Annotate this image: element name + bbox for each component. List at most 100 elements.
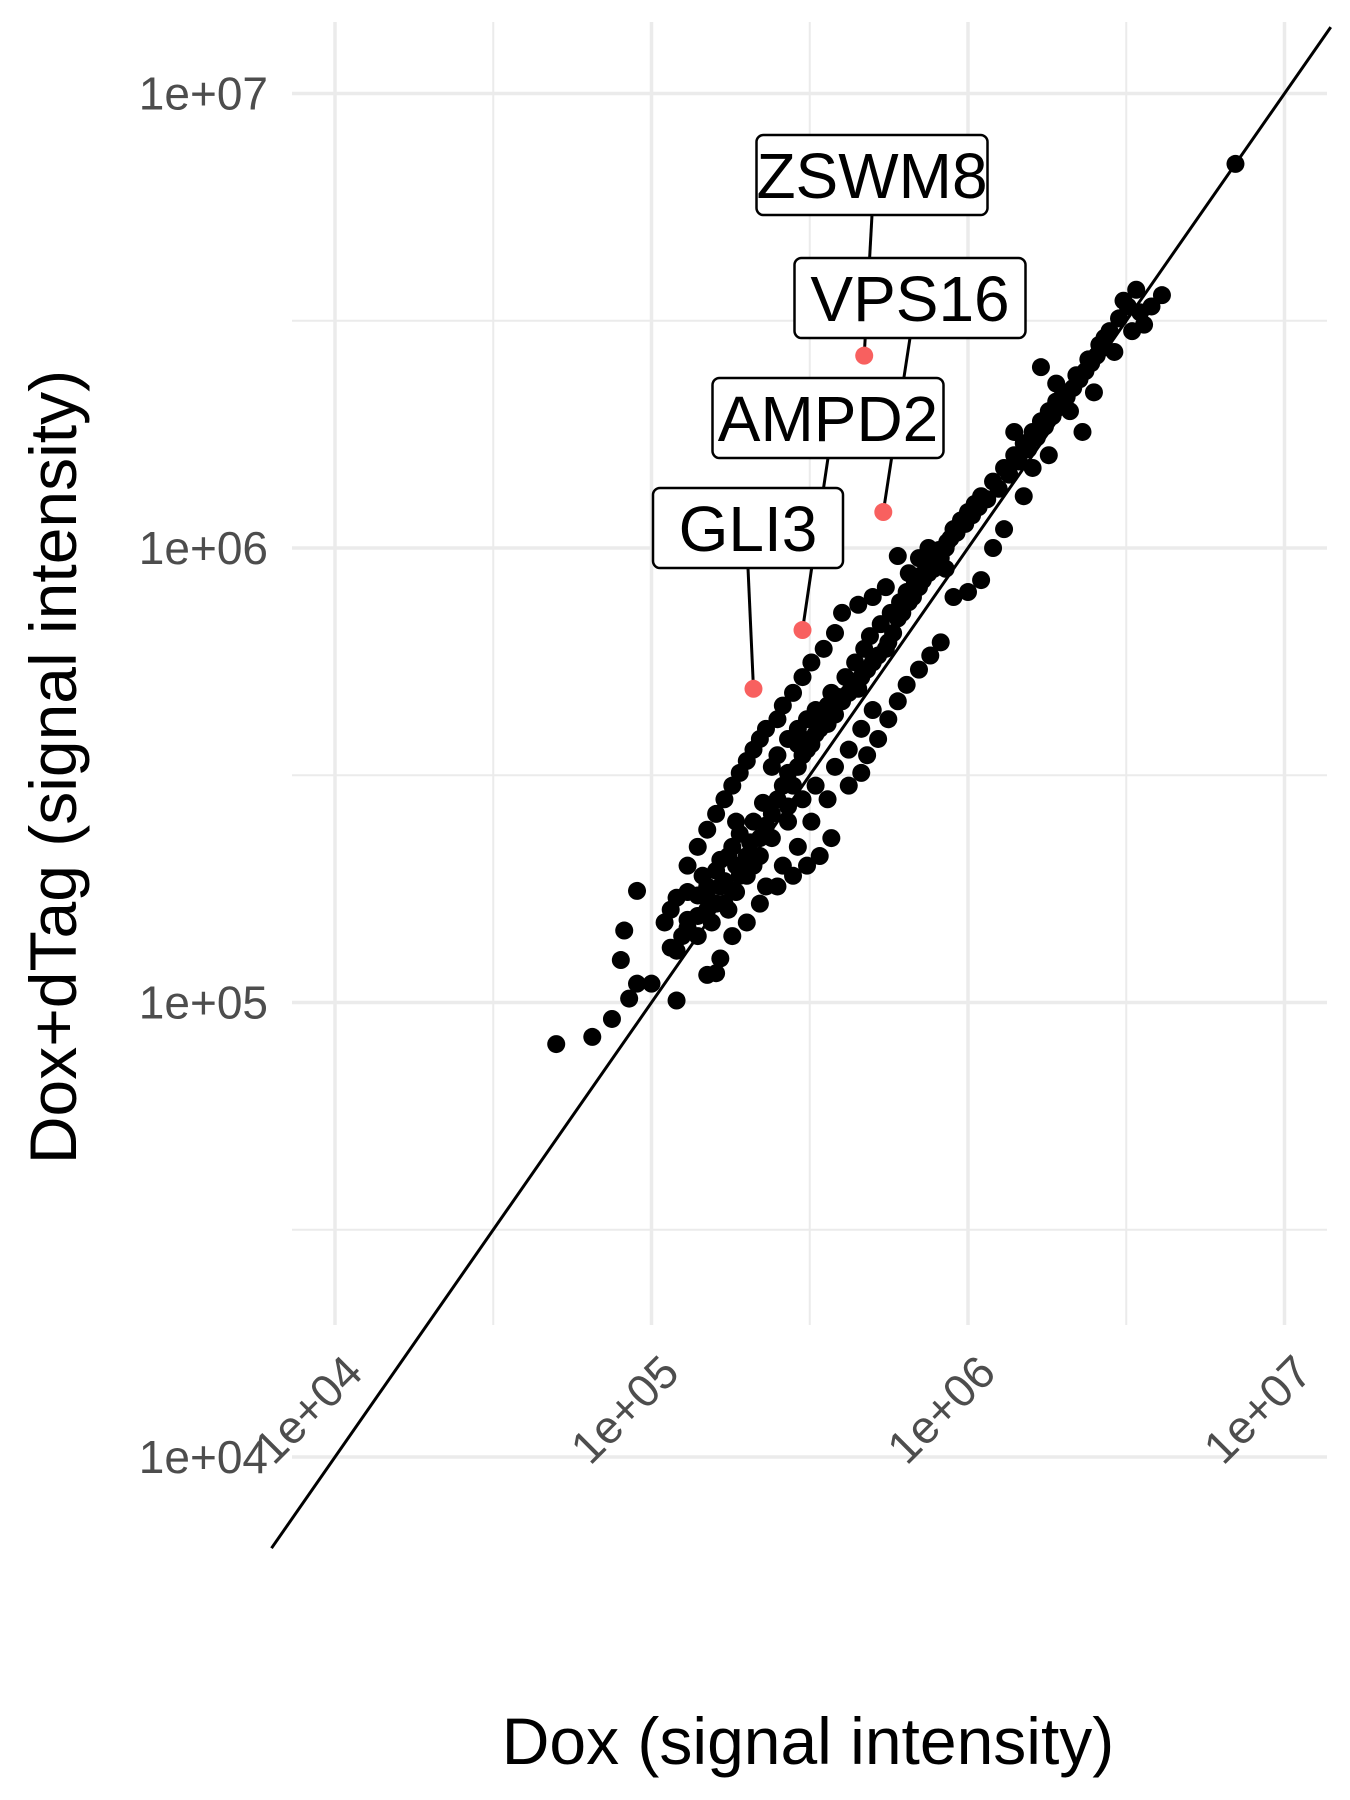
data-point bbox=[1152, 286, 1171, 305]
data-point bbox=[688, 927, 707, 946]
data-point bbox=[959, 583, 977, 602]
data-point bbox=[860, 627, 879, 646]
data-point bbox=[773, 696, 792, 715]
data-points bbox=[547, 154, 1245, 1054]
y-tick-label: 1e+06 bbox=[139, 522, 268, 574]
data-point bbox=[798, 856, 817, 875]
data-point bbox=[793, 668, 812, 687]
data-point bbox=[628, 974, 647, 993]
data-point bbox=[1023, 458, 1042, 477]
data-point bbox=[879, 710, 898, 729]
data-point bbox=[762, 829, 781, 848]
x-tick-label: 1e+04 bbox=[244, 1345, 372, 1473]
data-point bbox=[826, 624, 845, 643]
data-point bbox=[779, 812, 798, 831]
data-point bbox=[836, 668, 855, 687]
y-tick-label: 1e+04 bbox=[139, 1431, 268, 1483]
data-point bbox=[897, 675, 916, 694]
data-point bbox=[852, 763, 871, 782]
data-point bbox=[888, 547, 907, 566]
data-point bbox=[667, 991, 686, 1010]
data-point bbox=[711, 949, 730, 968]
data-point bbox=[788, 837, 807, 856]
x-tick-label: 1e+07 bbox=[1193, 1345, 1321, 1473]
highlighted-point-gli3 bbox=[744, 679, 763, 698]
data-point bbox=[678, 883, 697, 902]
data-point bbox=[818, 790, 837, 809]
data-point bbox=[888, 692, 907, 711]
x-axis-title: Dox (signal intensity) bbox=[502, 1704, 1115, 1778]
highlighted-point-vps16 bbox=[874, 503, 893, 522]
data-point bbox=[793, 790, 812, 809]
data-point bbox=[846, 653, 865, 672]
data-point bbox=[628, 881, 647, 900]
data-point bbox=[1135, 315, 1154, 334]
data-point bbox=[1127, 280, 1146, 299]
data-point bbox=[737, 913, 756, 932]
data-point bbox=[1226, 154, 1245, 173]
data-point bbox=[1142, 297, 1161, 316]
data-point bbox=[936, 559, 955, 578]
x-tick-labels: 1e+04 1e+05 1e+06 1e+07 bbox=[244, 1345, 1322, 1473]
data-point bbox=[693, 866, 712, 885]
label-box-gli3 bbox=[651, 486, 845, 570]
data-point bbox=[667, 941, 686, 960]
data-point bbox=[921, 646, 940, 665]
data-point bbox=[620, 989, 639, 1008]
x-tick-label: 1e+06 bbox=[877, 1345, 1005, 1473]
data-point bbox=[688, 837, 707, 856]
gene-label-vps16: VPS16 bbox=[810, 263, 1009, 335]
data-point bbox=[1014, 487, 1033, 506]
data-point bbox=[583, 1027, 602, 1046]
data-point bbox=[839, 740, 858, 759]
data-point bbox=[822, 683, 841, 702]
highlighted-point-ampd2 bbox=[793, 621, 812, 640]
data-point bbox=[779, 797, 798, 816]
data-point bbox=[944, 588, 963, 607]
data-point bbox=[1005, 422, 1024, 441]
label-connector-gli3 bbox=[746, 567, 755, 689]
gene-label-gli3: GLI3 bbox=[679, 493, 818, 565]
gene-label-ampd2: AMPD2 bbox=[718, 383, 939, 455]
data-point bbox=[727, 812, 746, 831]
y-tick-label: 1e+07 bbox=[139, 68, 268, 120]
highlighted-points: ZSWM8 VPS16 AMPD2 GLI3 bbox=[651, 133, 1027, 698]
data-point bbox=[1039, 446, 1058, 465]
data-point bbox=[615, 921, 634, 940]
data-point bbox=[978, 490, 997, 509]
data-point bbox=[931, 633, 950, 652]
data-point bbox=[1000, 465, 1019, 484]
data-point bbox=[642, 974, 661, 993]
data-point bbox=[802, 812, 821, 831]
data-point bbox=[678, 856, 697, 875]
data-point bbox=[737, 847, 756, 866]
data-point bbox=[839, 776, 858, 795]
data-point bbox=[753, 793, 772, 812]
data-point bbox=[826, 757, 845, 776]
data-point bbox=[602, 1009, 621, 1028]
data-point bbox=[814, 639, 833, 658]
data-point bbox=[858, 746, 877, 765]
data-point bbox=[723, 837, 742, 856]
data-point bbox=[806, 776, 825, 795]
data-point bbox=[852, 719, 871, 738]
data-point bbox=[989, 479, 1008, 498]
y-tick-labels: 1e+04 1e+05 1e+06 1e+07 bbox=[139, 68, 268, 1484]
data-point bbox=[1031, 358, 1050, 377]
data-point bbox=[698, 820, 717, 839]
highlighted-point-zswm8 bbox=[855, 346, 874, 365]
data-point bbox=[1092, 339, 1111, 358]
data-point bbox=[806, 701, 825, 720]
y-axis-title: Dox+dTag (signal intensity) bbox=[16, 370, 90, 1164]
data-point bbox=[784, 866, 803, 885]
y-tick-label: 1e+05 bbox=[139, 977, 268, 1029]
data-point bbox=[779, 763, 798, 782]
x-tick-label: 1e+05 bbox=[560, 1345, 688, 1473]
data-point bbox=[768, 746, 787, 765]
label-box-vps16 bbox=[793, 256, 1027, 340]
data-point bbox=[822, 829, 841, 848]
data-point bbox=[768, 877, 787, 896]
data-point bbox=[711, 850, 730, 869]
data-point bbox=[884, 624, 903, 643]
